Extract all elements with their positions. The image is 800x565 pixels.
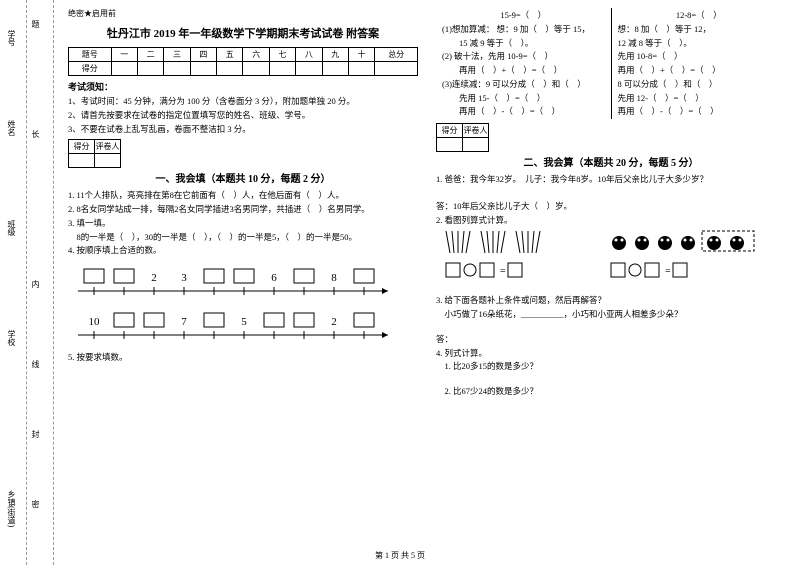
- binding-dashline: [26, 0, 27, 565]
- question: 1. 11个人排队，亮亮排在第8在它前面有（ ）人，在他后面有（ ）人。: [68, 189, 418, 202]
- question: 小巧做了16朵纸花，__________，小巧和小亚两人相差多少朵？: [436, 308, 786, 321]
- score-table: 题号 一 二 三 四 五 六 七 八 九 十 总分 得分: [68, 47, 418, 76]
- binding-mark: 密: [30, 500, 41, 508]
- number-line-1: 2 3 6 8: [68, 263, 418, 301]
- th: 八: [296, 48, 322, 62]
- question: 3. 给下面各题补上条件或问题，然后再解答？: [436, 294, 786, 307]
- binding-mark: 题: [30, 20, 41, 28]
- th: 总分: [375, 48, 418, 62]
- th: 一: [111, 48, 137, 62]
- section-title: 二、我会算（本题共 20 分，每题 5 分）: [436, 154, 786, 169]
- eq: 再用（ ）+（ ）=（ ）: [442, 64, 605, 77]
- svg-text:=: =: [665, 266, 671, 277]
- notice-line: 2、请首先按要求在试卷的指定位置填写您的姓名、班级、学号。: [68, 109, 418, 122]
- column-left: 绝密★启用前 牡丹江市 2019 年一年级数学下学期期末考试试卷 附答案 题号 …: [68, 8, 418, 565]
- question: 3. 填一填。: [68, 217, 418, 230]
- scorebox: 得分评卷人: [436, 123, 489, 152]
- question: 2. 8名女同学站成一排，每隔2名女同学插进3名男同学，共插进（ ）名男同学。: [68, 203, 418, 216]
- eq: 再用（ ）-（ ）=（ ）: [618, 105, 781, 118]
- svg-text:6: 6: [271, 272, 277, 284]
- eq: 12 减 8 等于（ ）。: [618, 37, 781, 50]
- content-columns: 绝密★启用前 牡丹江市 2019 年一年级数学下学期期末考试试卷 附答案 题号 …: [54, 0, 800, 565]
- binding-mark: 封: [30, 430, 41, 438]
- exam-title: 牡丹江市 2019 年一年级数学下学期期末考试试卷 附答案: [68, 25, 418, 41]
- equation-left: 15-9=（ ） (1)想加算减： 想：9 加（ ）等于 15， 15 减 9 …: [436, 8, 611, 119]
- eq: 再用（ ）+（ ）=（ ）: [618, 64, 781, 77]
- svg-text:10: 10: [89, 316, 101, 328]
- eq: 12-8=（ ）: [618, 9, 781, 22]
- th: 十: [348, 48, 374, 62]
- th: 九: [322, 48, 348, 62]
- eq: 先用 10-8=（ ）: [618, 50, 781, 63]
- question: 4. 列式计算。: [436, 347, 786, 360]
- binding-margin: 学号 姓名 班级 学校 乡镇(街道) 题 长 内 线 封 密: [0, 0, 54, 565]
- table-row: 得分: [69, 62, 418, 76]
- picture-equation: = =: [436, 229, 786, 291]
- binding-label: 学校: [6, 330, 17, 346]
- binding-label: 姓名: [6, 120, 17, 136]
- question: 8的一半是（ ），30的一半是（ ），（ ）的一半是5，（ ）的一半是50。: [68, 231, 418, 244]
- eq: 8 可以分成（ ）和（ ）: [618, 78, 781, 91]
- th: 四: [190, 48, 216, 62]
- secret-label: 绝密★启用前: [68, 8, 418, 19]
- question: 4. 按顺序填上合适的数。: [68, 244, 418, 257]
- section-title: 一、我会填（本题共 10 分，每题 2 分）: [68, 170, 418, 185]
- eq: 想：8 加（ ）等于 12，: [618, 23, 781, 36]
- svg-text:2: 2: [331, 316, 337, 328]
- eq: (3)连续减：9 可以分成（ ）和（ ）: [442, 78, 605, 91]
- question: 2. 看图列算式计算。: [436, 214, 786, 227]
- table-row: 题号 一 二 三 四 五 六 七 八 九 十 总分: [69, 48, 418, 62]
- scorebox-cell: 得分: [437, 124, 463, 138]
- th: 七: [269, 48, 295, 62]
- binding-label: 班级: [6, 220, 17, 236]
- binding-mark: 内: [30, 280, 41, 288]
- column-right: 15-9=（ ） (1)想加算减： 想：9 加（ ）等于 15， 15 减 9 …: [436, 8, 786, 565]
- eq: (2) 破十法，先用 10-9=（ ）: [442, 50, 605, 63]
- scorebox-cell: 评卷人: [463, 124, 489, 138]
- notice-heading: 考试须知：: [68, 80, 418, 93]
- svg-text:=: =: [500, 266, 506, 277]
- binding-mark: 线: [30, 360, 41, 368]
- scorebox-cell: 得分: [69, 140, 95, 154]
- svg-text:2: 2: [151, 272, 157, 284]
- notice-line: 1、考试时间：45 分钟，满分为 100 分（含卷面分 3 分），附加题单独 2…: [68, 95, 418, 108]
- binding-label: 学号: [6, 30, 17, 46]
- svg-text:7: 7: [181, 316, 187, 328]
- svg-text:8: 8: [331, 272, 337, 284]
- scorebox-cell: 评卷人: [95, 140, 121, 154]
- page: 学号 姓名 班级 学校 乡镇(街道) 题 长 内 线 封 密 绝密★启用前 牡丹…: [0, 0, 800, 565]
- svg-text:5: 5: [241, 316, 247, 328]
- scorebox: 得分评卷人: [68, 139, 121, 168]
- th: 二: [137, 48, 163, 62]
- eq: 先用 15-（ ）=（ ）: [442, 92, 605, 105]
- equation-right: 12-8=（ ） 想：8 加（ ）等于 12， 12 减 8 等于（ ）。 先用…: [611, 8, 787, 119]
- number-line-2: 10 7 5 2: [68, 307, 418, 345]
- eq: 再用（ ）-（ ）=（ ）: [442, 105, 605, 118]
- th: 三: [164, 48, 190, 62]
- eq: 15-9=（ ）: [442, 9, 605, 22]
- binding-label: 乡镇(街道): [6, 490, 17, 527]
- eq: (1)想加算减： 想：9 加（ ）等于 15，: [442, 23, 605, 36]
- question: 2. 比67少24的数是多少？: [436, 385, 786, 398]
- question: 1. 比20多15的数是多少？: [436, 360, 786, 373]
- svg-text:3: 3: [181, 272, 187, 284]
- page-footer: 第 1 页 共 5 页: [0, 550, 800, 561]
- eq: 15 减 9 等于（ ）。: [442, 37, 605, 50]
- notice-line: 3、不要在试卷上乱写乱画，卷面不整洁扣 3 分。: [68, 123, 418, 136]
- equation-block: 15-9=（ ） (1)想加算减： 想：9 加（ ）等于 15， 15 减 9 …: [436, 8, 786, 119]
- eq: 先用 12-（ ）=（ ）: [618, 92, 781, 105]
- th: 五: [217, 48, 243, 62]
- th: 题号: [69, 48, 112, 62]
- answer-label: 答：: [436, 333, 786, 346]
- th: 六: [243, 48, 269, 62]
- td: 得分: [69, 62, 112, 76]
- binding-mark: 长: [30, 130, 41, 138]
- question: 5. 按要求填数。: [68, 351, 418, 364]
- question: 1. 爸爸：我今年32岁。 儿子：我今年8岁。10年后父亲比儿子大多少岁？: [436, 173, 786, 186]
- answer-line: 答：10年后父亲比儿子大（ ）岁。: [436, 200, 786, 213]
